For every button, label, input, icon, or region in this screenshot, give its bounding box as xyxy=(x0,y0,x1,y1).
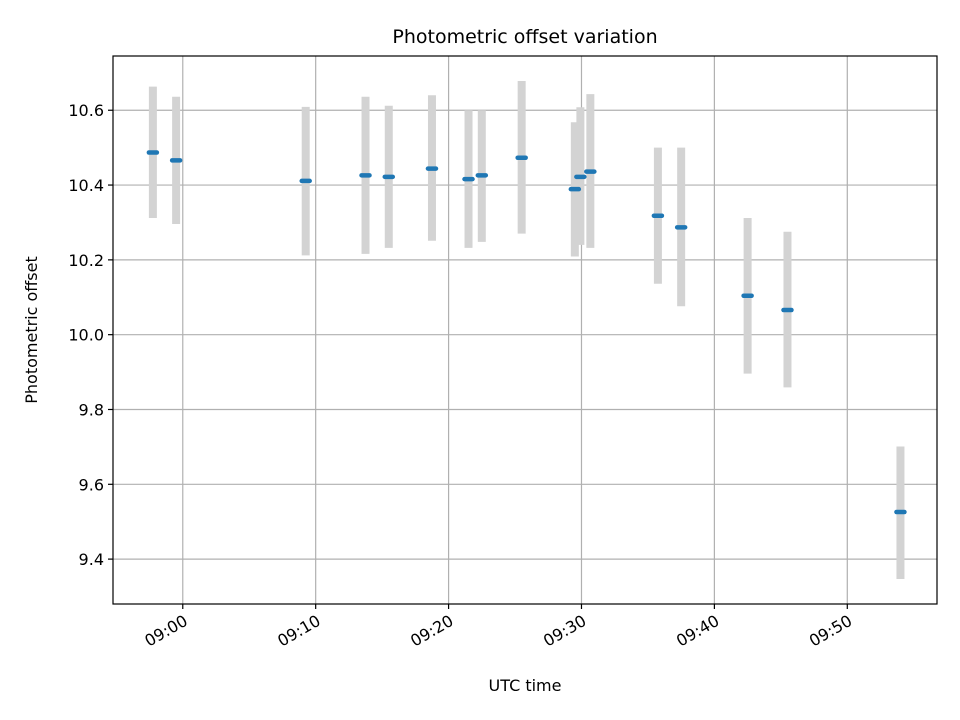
y-tick-label: 10.0 xyxy=(68,326,104,345)
chart-title: Photometric offset variation xyxy=(392,26,657,48)
y-axis-title: Photometric offset xyxy=(22,256,41,404)
plot-frame xyxy=(112,55,938,605)
y-tick-label: 9.8 xyxy=(79,400,104,419)
y-tick-label: 10.4 xyxy=(68,176,104,195)
y-tick-label: 9.4 xyxy=(79,550,104,569)
y-tick-label: 10.6 xyxy=(68,101,104,120)
y-tick-label: 9.6 xyxy=(79,475,104,494)
y-axis-ticks: 9.4 9.6 9.8 10.0 10.2 10.4 10.6 xyxy=(68,101,113,569)
y-tick-label: 10.2 xyxy=(68,251,104,270)
x-axis-title: UTC time xyxy=(489,676,562,695)
data-points xyxy=(146,150,907,515)
